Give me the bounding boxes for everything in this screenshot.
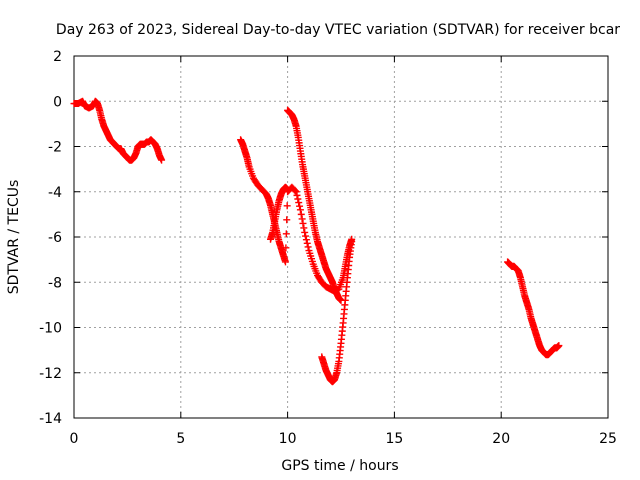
data-point (348, 238, 356, 246)
x-tick-label: 0 (70, 431, 79, 447)
data-marks (70, 97, 563, 386)
data-point (292, 188, 300, 196)
data-point (298, 215, 306, 223)
series-arc4 (284, 106, 345, 304)
data-point (284, 185, 292, 193)
data-point (302, 232, 310, 240)
data-point (291, 187, 299, 195)
data-point (299, 219, 307, 227)
x-tick-label: 15 (385, 431, 403, 447)
data-point (303, 239, 311, 247)
y-tick-label: -6 (48, 230, 62, 246)
y-tick-label: -8 (48, 275, 62, 291)
data-point (158, 156, 166, 164)
y-tick-label: 2 (53, 49, 62, 65)
series-arc5 (318, 238, 356, 386)
y-tick-label: -4 (48, 185, 62, 201)
y-tick-label: 0 (53, 94, 62, 110)
y-tick-label: -14 (39, 411, 62, 427)
data-point (293, 191, 301, 199)
data-point (283, 216, 291, 224)
x-tick-label: 10 (279, 431, 297, 447)
x-tick-labels: 0 5 10 15 20 25 (70, 431, 617, 447)
data-point (301, 228, 309, 236)
chart-title: Day 263 of 2023, Sidereal Day-to-day VTE… (56, 22, 620, 38)
series-arc6 (504, 258, 563, 359)
data-point (304, 243, 312, 251)
data-point (281, 258, 289, 266)
series-arc3 (267, 183, 292, 243)
y-axis-label: SDTVAR / TECUs (6, 180, 22, 295)
y-tick-label: -12 (39, 366, 62, 382)
data-point (555, 342, 563, 350)
data-point (282, 230, 290, 238)
data-point (296, 202, 304, 210)
x-tick-label: 20 (492, 431, 510, 447)
data-point (296, 206, 304, 214)
data-point (297, 210, 305, 218)
y-tick-label: -2 (48, 140, 62, 156)
data-point (283, 202, 291, 210)
x-axis-label: GPS time / hours (281, 458, 398, 474)
y-tick-label: -10 (39, 321, 62, 337)
data-point (302, 236, 310, 244)
data-point (300, 224, 308, 232)
data-point (282, 244, 290, 252)
y-tick-labels: 2 0 -2 -4 -6 -8 -10 -12 -14 (39, 49, 62, 427)
x-tick-label: 25 (599, 431, 617, 447)
series-arc1 (70, 97, 166, 164)
data-point (294, 195, 302, 203)
x-tick-label: 5 (176, 431, 185, 447)
data-point (295, 199, 303, 207)
axis-ticks (73, 55, 609, 419)
